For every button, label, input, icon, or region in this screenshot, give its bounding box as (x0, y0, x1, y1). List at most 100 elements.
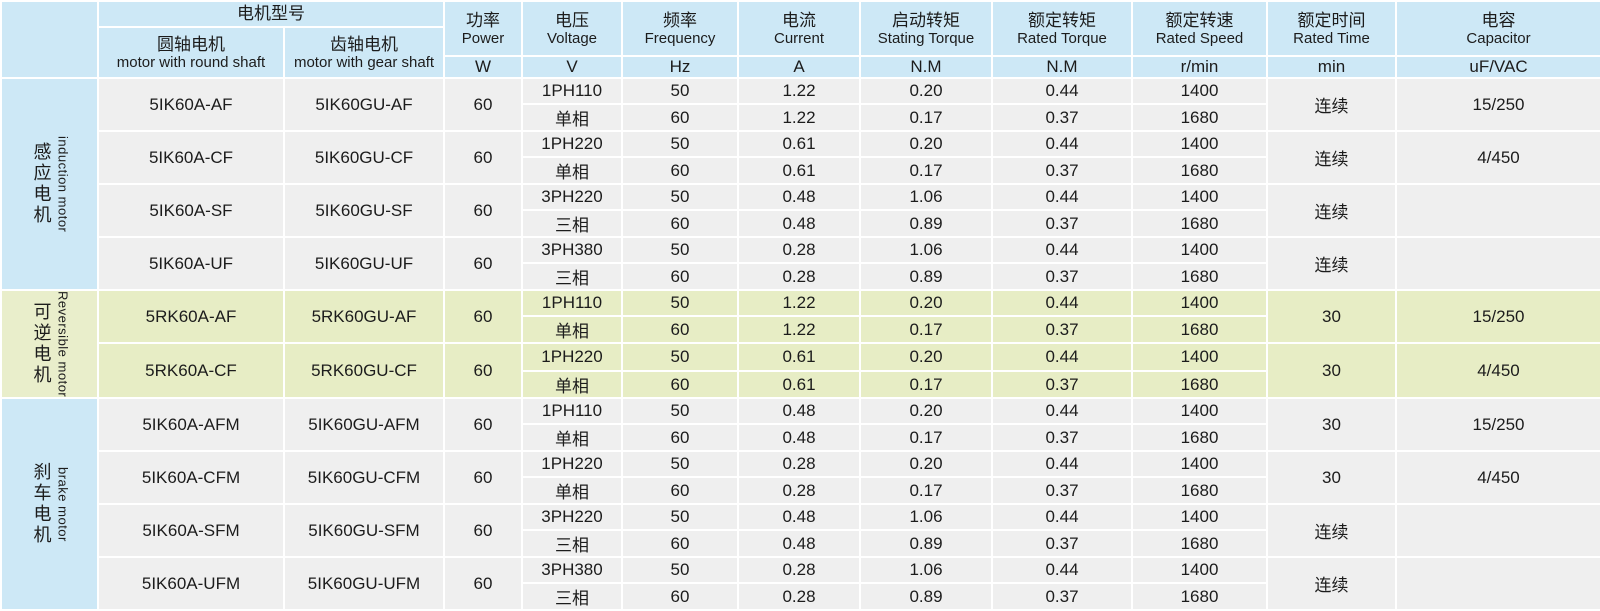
voltage-phase: 三相 (521, 529, 623, 559)
capacitor-value (1395, 236, 1600, 291)
spec-row: 单相 60 0.28 0.17 0.37 1680 (1, 476, 1600, 506)
header-label-en: motor with gear shaft (293, 53, 435, 71)
current-value: 0.48 (737, 503, 861, 532)
current-value: 0.61 (737, 341, 861, 373)
model-round-shaft: 5IK60A-CFM (97, 450, 285, 506)
rated-speed-value: 1680 (1131, 209, 1268, 238)
unit-rated-time: min (1266, 55, 1397, 79)
col-header-rated-time: 额定时间 Rated Time (1266, 0, 1397, 57)
model-gear-shaft: 5IK60GU-SF (283, 183, 445, 238)
rated-torque-value: 0.37 (991, 370, 1133, 400)
header-label-en: Rated Speed (1155, 29, 1244, 47)
voltage-phase: 三相 (521, 209, 623, 238)
header-row-model-types: 圆轴电机 motor with round shaft 齿轴电机 motor w… (1, 26, 1600, 79)
stating-torque-value: 0.17 (859, 103, 993, 132)
voltage-phase: 单相 (521, 315, 623, 344)
rated-speed-value: 1400 (1131, 556, 1268, 585)
rated-speed-value: 1400 (1131, 341, 1268, 373)
rated-time-value: 连续 (1266, 556, 1397, 611)
stating-torque-value: 1.06 (859, 183, 993, 211)
rated-speed-value: 1680 (1131, 370, 1268, 400)
power-value: 60 (443, 130, 523, 185)
capacitor-value (1395, 183, 1600, 238)
power-value: 60 (443, 183, 523, 238)
capacitor-value: 15/250 (1395, 397, 1600, 453)
model-gear-shaft: 5IK60GU-AF (283, 77, 445, 132)
rated-speed-value: 1680 (1131, 103, 1268, 132)
header-label-cn: 额定转速 (1165, 10, 1234, 30)
col-header-motor-model: 电机型号 (97, 0, 445, 28)
capacitor-value: 4/450 (1395, 130, 1600, 185)
frequency-value: 50 (621, 556, 739, 585)
rated-speed-value: 1680 (1131, 262, 1268, 291)
rated-time-value: 连续 (1266, 130, 1397, 185)
model-gear-shaft: 5IK60GU-UF (283, 236, 445, 291)
rated-torque-value: 0.44 (991, 77, 1133, 105)
unit-frequency: Hz (621, 55, 739, 79)
current-value: 0.61 (737, 130, 861, 158)
voltage-phase: 单相 (521, 103, 623, 132)
header-label-cn: 电容 (1481, 10, 1516, 30)
spec-row: 5IK60A-UFM 5IK60GU-UFM 60 3PH380 50 0.28 1.06 0… (1, 556, 1600, 611)
model-round-shaft: 5RK60A-CF (97, 341, 285, 400)
spec-row: 单相 60 0.61 0.17 0.37 1680 (1, 370, 1600, 400)
frequency-value: 50 (621, 450, 739, 479)
voltage-spec: 1PH110 (521, 77, 623, 105)
model-round-shaft: 5IK60A-CF (97, 130, 285, 185)
group-label-cn: 可逆电机 (31, 302, 52, 387)
current-value: 1.22 (737, 77, 861, 105)
header-label-cn: 启动转矩 (892, 10, 960, 30)
model-round-shaft: 5IK60A-SF (97, 183, 285, 238)
spec-row: 5IK60A-UF 5IK60GU-UF 60 3PH380 50 0.28 1.06 0.4… (1, 236, 1600, 291)
current-value: 1.22 (737, 315, 861, 344)
capacitor-value (1395, 503, 1600, 559)
frequency-value: 50 (621, 289, 739, 317)
spec-row: 三相 60 0.48 0.89 0.37 1680 (1, 209, 1600, 238)
rated-torque-value: 0.37 (991, 103, 1133, 132)
unit-rated-speed: r/min (1131, 55, 1268, 79)
power-value: 60 (443, 556, 523, 611)
header-label-en: Power (461, 29, 505, 47)
spec-row: 5IK60A-CFM 5IK60GU-CFM 60 1PH220 50 0.28 0.20 0… (1, 450, 1600, 506)
stating-torque-value: 0.17 (859, 370, 993, 400)
rated-speed-value: 1400 (1131, 236, 1268, 264)
capacitor-value: 15/250 (1395, 77, 1600, 132)
rated-time-value: 连续 (1266, 503, 1397, 559)
rated-torque-value: 0.44 (991, 341, 1133, 373)
model-gear-shaft: 5IK60GU-CFM (283, 450, 445, 506)
current-value: 0.48 (737, 397, 861, 426)
group-label-wrap: 刹车电机 brake motor (3, 462, 96, 546)
header-label-cn: 电流 (782, 10, 816, 30)
header-label-en: Rated Torque (1017, 29, 1107, 47)
stating-torque-value: 0.17 (859, 315, 993, 344)
voltage-spec: 3PH220 (521, 503, 623, 532)
frequency-value: 50 (621, 397, 739, 426)
stating-torque-value: 1.06 (859, 236, 993, 264)
stating-torque-value: 0.20 (859, 450, 993, 479)
model-gear-shaft: 5IK60GU-CF (283, 130, 445, 185)
header-label-en: Rated Time (1293, 29, 1370, 47)
frequency-value: 50 (621, 503, 739, 532)
model-gear-shaft: 5IK60GU-UFM (283, 556, 445, 611)
unit-power: W (443, 55, 523, 79)
spec-row: 三相 60 0.48 0.89 0.37 1680 (1, 529, 1600, 559)
current-value: 0.28 (737, 450, 861, 479)
power-value: 60 (443, 289, 523, 344)
header-label-en: Capacitor (1466, 29, 1531, 47)
col-header-rated-torque: 额定转矩 Rated Torque (991, 0, 1133, 57)
frequency-value: 60 (621, 209, 739, 238)
spec-row: 三相 60 0.28 0.89 0.37 1680 (1, 262, 1600, 291)
spec-row: 单相 60 0.48 0.17 0.37 1680 (1, 423, 1600, 453)
rated-torque-value: 0.37 (991, 156, 1133, 185)
col-header-gear-shaft: 齿轴电机 motor with gear shaft (283, 26, 445, 79)
col-header-voltage: 电压 Voltage (521, 0, 623, 57)
stating-torque-value: 0.89 (859, 582, 993, 611)
rated-time-value: 连续 (1266, 77, 1397, 132)
group-label-reversible-motor: 可逆电机 Reversible motor (0, 288, 99, 400)
group-label-en: Reversible motor (55, 291, 71, 398)
current-value: 0.28 (737, 262, 861, 291)
voltage-spec: 1PH220 (521, 130, 623, 158)
rated-time-value: 连续 (1266, 236, 1397, 291)
rated-torque-value: 0.44 (991, 556, 1133, 585)
stating-torque-value: 0.89 (859, 262, 993, 291)
